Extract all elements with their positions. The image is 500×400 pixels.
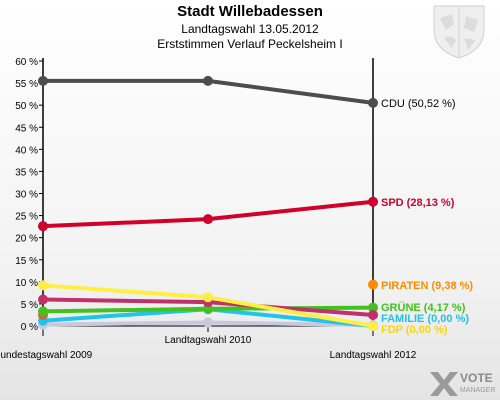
y-tick-label: 25 % [15,212,38,223]
y-tick-label: 0 % [21,322,38,333]
series-end-label: CDU (50,52 %) [381,98,456,110]
data-point [38,294,48,305]
series-end-label: GRÜNE (4,17 %) [381,301,466,314]
y-tick-label: 50 % [15,101,38,112]
x-tick-label: Bundestagswahl 2009 [0,350,93,361]
votemanager-logo: VOTE MANAGER [430,371,495,396]
chart-title: Stadt Willebadessen [177,3,323,20]
y-tick-label: 5 % [21,300,38,311]
logo-word-vote: VOTE [460,371,493,385]
x-tick-label: Landtagswahl 2010 [165,335,252,346]
y-tick-label: 10 % [15,278,38,289]
data-point [38,221,48,232]
y-tick-label: 20 % [15,234,38,245]
data-point [38,306,48,317]
y-tick-label: 55 % [15,79,38,90]
data-point [38,280,48,291]
y-tick-label: 45 % [15,123,38,134]
data-point [368,196,378,207]
series-end-label: SPD (28,13 %) [381,197,455,209]
chart-subtitle-2: Erststimmen Verlauf Peckelsheim I [157,37,343,51]
data-point [368,97,378,108]
y-tick-label: 15 % [15,256,38,267]
data-point [203,214,213,225]
series-end-label: FDP (0,00 %) [381,324,448,336]
data-point [38,75,48,86]
data-point [368,279,378,290]
data-point [368,302,378,313]
y-tick-label: 40 % [15,145,38,156]
data-point [203,75,213,86]
x-tick-label: Landtagswahl 2012 [330,350,417,361]
data-point [203,317,213,328]
chart-subtitle: Landtagswahl 13.05.2012 [181,22,319,36]
logo-word-manager: MANAGER [460,387,495,394]
y-tick-label: 60 % [15,57,38,68]
data-point [368,309,378,320]
y-tick-label: 35 % [15,167,38,178]
data-point [368,321,378,331]
y-tick-label: 30 % [15,190,38,201]
series-end-label: FAMILIE (0,00 %) [381,313,469,325]
coat-of-arms-icon [433,5,485,59]
series-end-label: PIRATEN (9,38 %) [381,280,473,292]
data-point [203,292,213,303]
